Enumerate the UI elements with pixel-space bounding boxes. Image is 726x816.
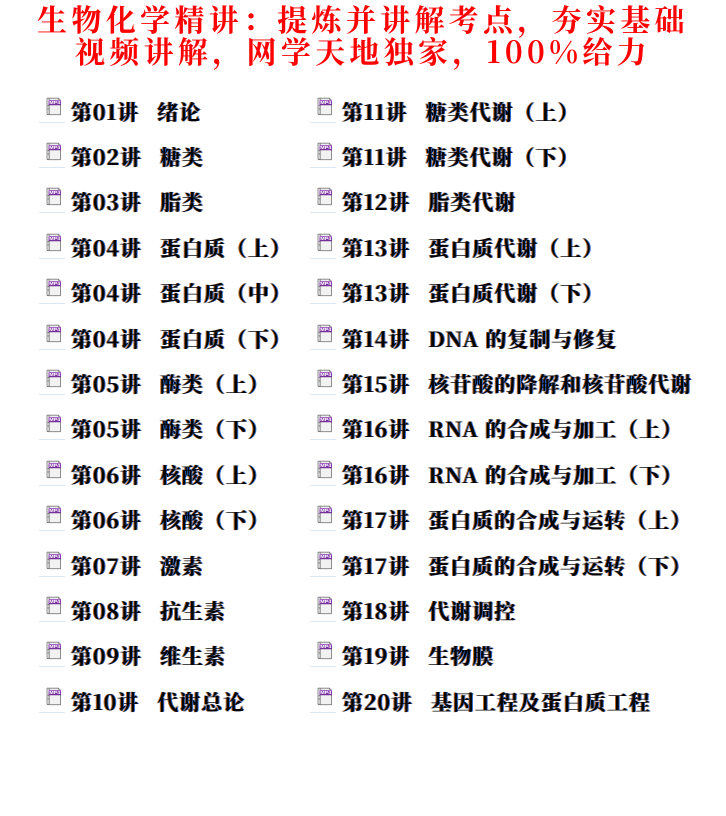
svg-text:MP4: MP4 [320,599,331,605]
svg-text:MP4: MP4 [49,327,60,333]
svg-text:MP4: MP4 [320,644,331,650]
svg-text:MP4: MP4 [49,236,60,242]
svg-text:MP4: MP4 [49,463,60,469]
svg-text:MP4: MP4 [49,418,60,424]
svg-text:MP4: MP4 [49,599,60,605]
svg-text:MP4: MP4 [49,100,60,106]
svg-text:MP4: MP4 [320,191,331,197]
svg-text:MP4: MP4 [49,145,60,151]
svg-text:MP4: MP4 [320,463,331,469]
svg-text:MP4: MP4 [49,644,60,650]
svg-text:MP4: MP4 [320,327,331,333]
svg-text:MP4: MP4 [320,508,331,514]
svg-text:MP4: MP4 [320,145,331,151]
svg-text:MP4: MP4 [49,372,60,378]
svg-text:MP4: MP4 [320,372,331,378]
svg-text:MP4: MP4 [49,281,60,287]
svg-text:MP4: MP4 [49,554,60,560]
svg-text:MP4: MP4 [320,554,331,560]
svg-text:MP4: MP4 [49,690,60,696]
svg-text:MP4: MP4 [320,690,331,696]
svg-text:MP4: MP4 [320,418,331,424]
svg-text:MP4: MP4 [320,100,331,106]
svg-text:MP4: MP4 [49,191,60,197]
svg-text:MP4: MP4 [320,236,331,242]
svg-text:MP4: MP4 [49,508,60,514]
svg-text:MP4: MP4 [320,281,331,287]
